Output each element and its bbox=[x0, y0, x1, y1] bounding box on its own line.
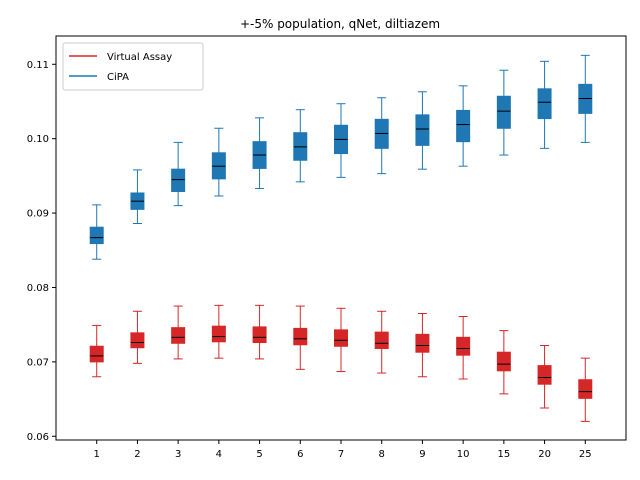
box-plot-element bbox=[456, 85, 471, 167]
box bbox=[456, 109, 471, 143]
x-tick-label: 7 bbox=[338, 449, 344, 460]
x-tick-label: 6 bbox=[297, 449, 303, 460]
box bbox=[89, 345, 104, 363]
box-plot-element bbox=[211, 127, 226, 197]
box-plot-element bbox=[252, 117, 267, 190]
box bbox=[374, 331, 389, 349]
legend-label: CiPA bbox=[107, 72, 129, 83]
x-tick-label: 4 bbox=[216, 449, 222, 460]
box-series-group bbox=[89, 54, 593, 422]
box bbox=[293, 327, 308, 346]
box-plot-element bbox=[537, 345, 552, 409]
box bbox=[211, 325, 226, 343]
box bbox=[334, 329, 348, 347]
legend-frame bbox=[62, 42, 204, 91]
y-tick-label: 0.08 bbox=[27, 283, 49, 294]
box bbox=[252, 326, 267, 344]
y-tick-label: 0.07 bbox=[27, 357, 49, 368]
box-plot-element bbox=[293, 109, 308, 183]
box bbox=[415, 333, 430, 353]
chart-title: +-5% population, qNet, diltiazem bbox=[240, 17, 440, 31]
x-tick-label: 25 bbox=[579, 449, 592, 460]
box-plot-element bbox=[89, 324, 104, 378]
box-plot-element bbox=[130, 169, 145, 224]
box-plot-element bbox=[578, 357, 593, 422]
box-plot-element bbox=[374, 97, 389, 175]
x-tick-label: 1 bbox=[94, 449, 100, 460]
x-tick-label: 5 bbox=[256, 449, 262, 460]
box bbox=[415, 114, 430, 146]
box-plot-element bbox=[293, 305, 308, 370]
box-plot-element bbox=[456, 315, 471, 380]
box-plot-element bbox=[252, 304, 267, 360]
y-tick-label: 0.06 bbox=[27, 432, 49, 443]
box-plot-element bbox=[374, 310, 389, 374]
box-plot-element bbox=[171, 141, 186, 207]
x-tick-label: 8 bbox=[379, 449, 385, 460]
box-plot-element bbox=[496, 330, 511, 395]
box bbox=[171, 168, 186, 192]
legend-label: Virtual Assay bbox=[107, 52, 172, 63]
x-tick-label: 3 bbox=[175, 449, 181, 460]
box-plot-element bbox=[89, 204, 104, 260]
box bbox=[537, 365, 552, 385]
series-virtual-assay bbox=[89, 304, 593, 422]
box bbox=[130, 332, 145, 349]
box bbox=[578, 379, 593, 399]
box bbox=[456, 336, 471, 356]
x-tick-label: 15 bbox=[497, 449, 510, 460]
box-plot-element bbox=[171, 305, 186, 360]
box bbox=[537, 88, 552, 120]
box-plot-element bbox=[415, 313, 430, 378]
box-plot-element bbox=[130, 310, 145, 364]
box bbox=[89, 226, 104, 245]
box-plot-element bbox=[578, 54, 593, 143]
x-tick-label: 2 bbox=[134, 449, 140, 460]
y-tick-label: 0.10 bbox=[27, 134, 49, 145]
series-cipa bbox=[89, 54, 593, 260]
box-plot-element bbox=[415, 91, 430, 170]
box bbox=[171, 327, 186, 344]
box bbox=[496, 95, 511, 129]
box-plot-element bbox=[334, 103, 348, 178]
axes: 0.06 0.07 0.08 0.09 0.10 0.11 1 2 3 4 5 6 7 8 9 10 15 20 2… bbox=[27, 35, 627, 460]
box-plot-element bbox=[334, 307, 348, 373]
x-tick-label: 10 bbox=[457, 449, 470, 460]
box-plot-element bbox=[211, 304, 226, 359]
box-plot-element bbox=[496, 69, 511, 156]
legend: Virtual Assay CiPA bbox=[62, 42, 204, 91]
x-tick-label: 20 bbox=[538, 449, 551, 460]
box bbox=[496, 351, 511, 372]
y-tick-label: 0.11 bbox=[27, 60, 49, 71]
box-plot-element bbox=[537, 60, 552, 149]
y-tick-label: 0.09 bbox=[27, 209, 49, 220]
x-tick-label: 9 bbox=[419, 449, 425, 460]
